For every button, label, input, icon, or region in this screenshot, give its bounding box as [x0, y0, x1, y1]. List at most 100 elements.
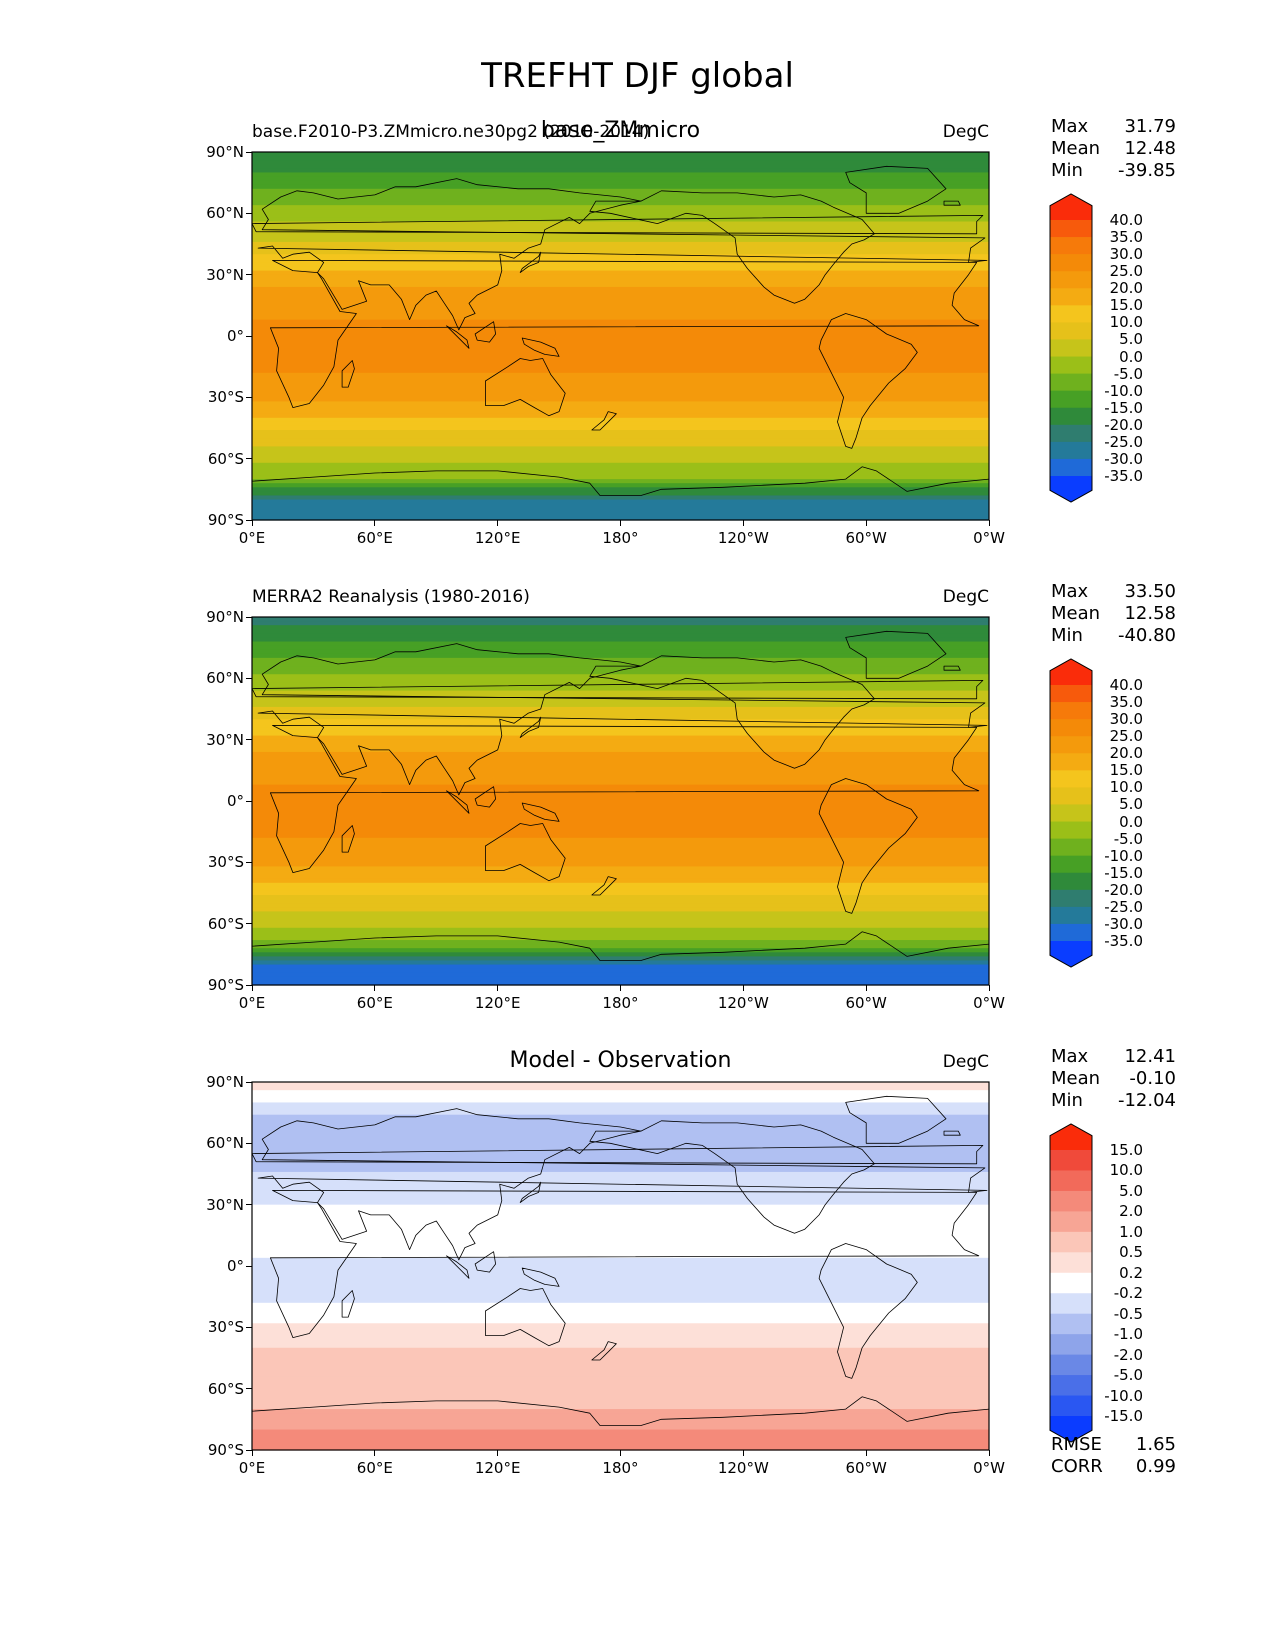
field-band [252, 1266, 989, 1271]
colorbar-segment [1050, 1313, 1092, 1335]
lon-tick-mark [374, 520, 376, 526]
lat-tick-label: 30°N [206, 730, 244, 749]
field-band [252, 434, 989, 439]
field-band [252, 698, 989, 704]
field-band [252, 1257, 989, 1263]
field-band [252, 890, 989, 896]
colorbar-label: 0.2 [1119, 1263, 1143, 1282]
field-band [252, 1282, 989, 1288]
field-band [252, 1298, 989, 1304]
coastline [591, 1341, 617, 1361]
colorbar-segment [1050, 770, 1092, 788]
field-band [252, 1437, 989, 1443]
panel-units-label: DegC [942, 587, 989, 607]
coastline [485, 823, 566, 882]
colorbar-label: 40.0 [1109, 211, 1143, 229]
stat-label-min: Min [1051, 1090, 1083, 1111]
lat-tick-mark [246, 519, 252, 521]
stat-value-min: -40.80 [1117, 625, 1176, 646]
field-band [252, 899, 989, 904]
field-band [252, 845, 989, 851]
coastline [521, 1267, 560, 1287]
coastline [446, 325, 470, 349]
field-band [252, 1216, 989, 1222]
field-band [252, 702, 989, 708]
colorbar-label: 35.0 [1109, 693, 1143, 712]
field-band [252, 487, 989, 492]
field-band [252, 1212, 989, 1218]
lat-tick-mark [246, 1449, 252, 1451]
field-band [252, 446, 989, 452]
lat-tick-label: 90°N [206, 608, 244, 626]
field-band [252, 935, 989, 941]
field-band [252, 694, 989, 700]
field-band [252, 1429, 989, 1435]
colorbar-label: 0.0 [1119, 812, 1143, 831]
colorbar-extend-top [1050, 659, 1092, 685]
field-band [252, 425, 989, 431]
panel-center-title: Model - Observation [509, 1048, 732, 1073]
lat-tick-label: 60°N [206, 204, 244, 223]
field-band [252, 368, 989, 374]
lon-tick-label: 120°W [717, 1459, 769, 1477]
lon-tick-label: 60°E [356, 529, 393, 547]
field-band [252, 621, 989, 626]
field-band [252, 475, 989, 480]
stat-value-min: -12.04 [1117, 1090, 1176, 1111]
field-band [252, 1086, 989, 1091]
field-band [252, 389, 989, 394]
field-band [252, 821, 989, 827]
field-band [252, 1208, 989, 1214]
field-band [252, 1155, 989, 1161]
field-band [252, 854, 989, 859]
colorbar-segment [1050, 1190, 1092, 1212]
field-band [252, 278, 989, 284]
field-band [252, 1294, 989, 1300]
lat-tick-mark [246, 1265, 252, 1267]
coastline [257, 643, 988, 796]
colorbar-segment [1050, 804, 1092, 823]
colorbar-segment [1050, 736, 1092, 754]
colorbar-segment [1050, 373, 1092, 392]
colorbar-label: -5.0 [1113, 829, 1143, 848]
map-model [251, 151, 990, 521]
field-band [252, 1204, 989, 1210]
lat-tick-label: 60°N [206, 1134, 244, 1153]
stat-value-max: 12.41 [1124, 1046, 1176, 1067]
colorbar-label: -0.2 [1113, 1284, 1143, 1303]
colorbar-segment [1050, 787, 1092, 805]
stat-value-corr: 0.99 [1135, 1456, 1176, 1477]
field-band [252, 1339, 989, 1345]
field-band [252, 1082, 989, 1087]
field-band [252, 1261, 989, 1267]
lon-tick-label: 60°E [356, 1459, 393, 1477]
coastline [474, 786, 496, 808]
colorbar-segment [1050, 923, 1092, 942]
field-band [252, 1376, 989, 1382]
field-band [252, 1253, 989, 1259]
field-band [252, 674, 989, 679]
field-band [252, 450, 989, 456]
lon-tick-label: 0°W [973, 529, 1005, 547]
stat-value-min: -39.85 [1117, 160, 1176, 181]
field-band [252, 372, 989, 378]
lat-tick-label: 90°S [207, 1441, 244, 1459]
lon-tick-mark [251, 1450, 253, 1456]
map-diff [251, 1081, 990, 1451]
field-band [252, 340, 989, 345]
colorbar-segment [1050, 685, 1092, 703]
lon-tick-mark [988, 985, 990, 991]
colorbar-label: -10.0 [1104, 1386, 1143, 1405]
colorbar-segment [1050, 339, 1092, 358]
field-band [252, 1225, 989, 1230]
coastline [270, 725, 980, 873]
colorbar-label: 30.0 [1109, 710, 1143, 729]
field-band [252, 874, 989, 880]
field-band [252, 1188, 989, 1193]
field-band [252, 196, 989, 202]
field-band [252, 323, 989, 329]
colorbar-segment [1050, 1334, 1092, 1356]
field-band [252, 1290, 989, 1296]
colorbar-label: 15.0 [1109, 1141, 1143, 1159]
stat-label-rmse: RMSE [1051, 1434, 1102, 1455]
